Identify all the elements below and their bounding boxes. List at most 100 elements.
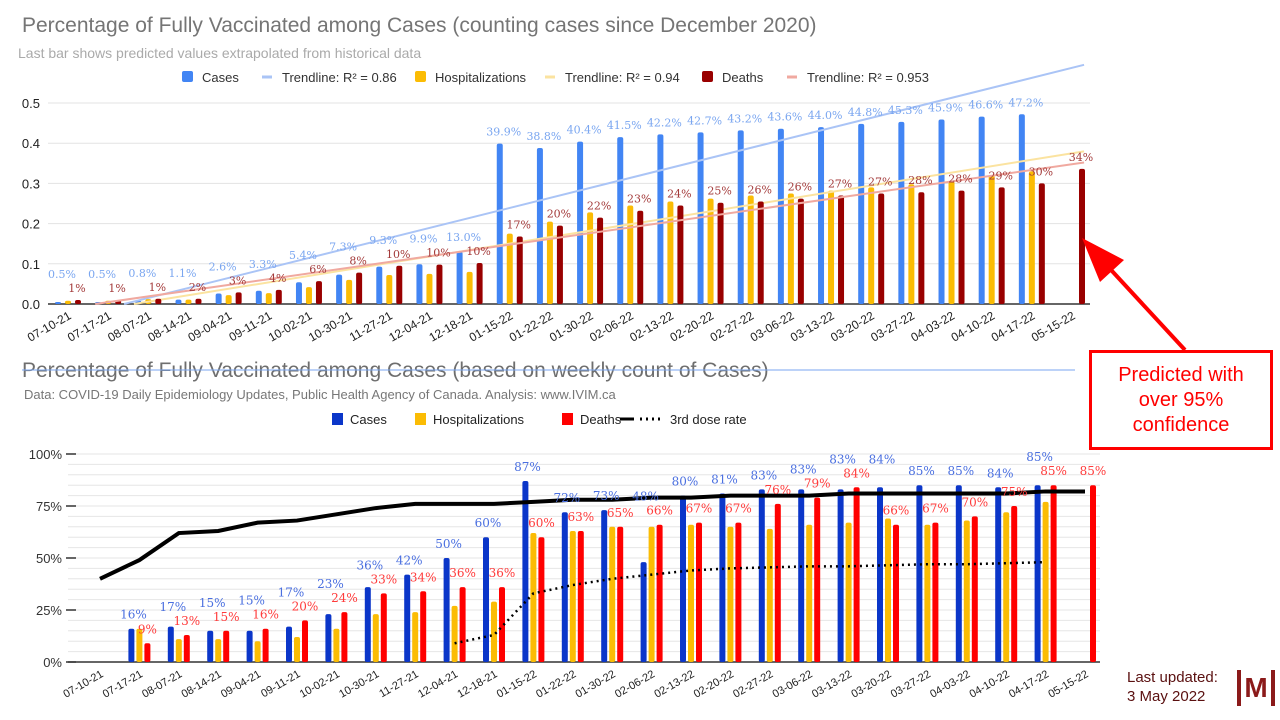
data-label: 16% — [252, 608, 279, 622]
data-label: 60% — [475, 516, 502, 530]
data-label: 1% — [149, 281, 166, 294]
bar-cases — [617, 137, 624, 304]
data-label: 79% — [804, 477, 831, 491]
data-label: 0.8% — [128, 267, 156, 280]
bar-deaths — [932, 522, 939, 662]
data-label: 9.9% — [409, 233, 437, 246]
legend-swatch — [332, 413, 343, 425]
x-tick-label: 04-03-22 — [928, 668, 972, 700]
bar-deaths — [577, 530, 584, 662]
x-tick-label: 09-11-21 — [259, 668, 302, 700]
data-label: 45.3% — [888, 104, 923, 117]
data-label: 24% — [331, 591, 358, 605]
bar-deaths — [878, 193, 885, 304]
y-tick-label: 0% — [43, 655, 62, 670]
data-label: 28% — [948, 173, 972, 186]
last-updated-date: 3 May 2022 — [1127, 688, 1206, 705]
data-label: 17% — [159, 600, 186, 614]
bar-deaths — [459, 587, 466, 662]
chart-title: Percentage of Fully Vaccinated among Cas… — [22, 14, 817, 37]
bar-deaths — [1038, 183, 1045, 304]
bar-deaths — [677, 205, 684, 304]
x-tick-label: 04-10-22 — [968, 668, 1012, 700]
bar-cases — [916, 485, 923, 662]
x-tick-label: 02-06-22 — [613, 668, 657, 700]
data-label: 17% — [507, 218, 531, 231]
bar-hospitalizations — [185, 299, 192, 304]
trendline-deaths — [95, 161, 1085, 305]
bar-hospitalizations — [1028, 171, 1035, 304]
data-label: 26% — [747, 183, 771, 196]
data-label: 2% — [189, 281, 206, 294]
bar-deaths — [971, 516, 978, 662]
data-label: 66% — [646, 504, 673, 518]
data-label: 26% — [788, 181, 812, 194]
bar-cases — [456, 251, 463, 304]
x-tick-label: 12-04-21 — [416, 668, 460, 700]
data-label: 15% — [199, 596, 226, 610]
bar-hospitalizations — [412, 612, 419, 662]
x-tick-label: 03-20-22 — [849, 668, 893, 700]
data-label: 4% — [269, 272, 286, 285]
bar-hospitalizations — [265, 293, 272, 304]
bar-deaths — [262, 628, 269, 662]
data-label: 10% — [426, 247, 450, 260]
last-updated-label: Last updated: — [1127, 669, 1218, 686]
data-label: 24% — [667, 188, 691, 201]
x-tick-label: 05-15-22 — [1029, 308, 1078, 344]
bar-deaths — [341, 612, 348, 662]
data-label: 10% — [466, 245, 490, 258]
bar-cases — [128, 628, 135, 662]
bar-hospitalizations — [175, 639, 182, 662]
bar-deaths — [656, 524, 663, 662]
bar-hospitalizations — [372, 614, 379, 662]
bar-hospitalizations — [225, 295, 232, 304]
x-tick-label: 04-10-22 — [949, 308, 998, 344]
data-label: 9.3% — [369, 234, 397, 247]
bar-deaths — [814, 497, 821, 662]
data-label: 67% — [725, 502, 752, 516]
bar-deaths — [1050, 485, 1057, 662]
legend-swatch — [702, 71, 713, 82]
data-label: 13.0% — [446, 231, 481, 244]
bar-deaths — [223, 630, 230, 662]
bar-hospitalizations — [988, 175, 995, 304]
bar-cases — [215, 293, 222, 304]
bar-cases — [640, 562, 647, 662]
bar-deaths — [144, 643, 151, 662]
x-tick-label: 03-06-22 — [771, 668, 815, 700]
legend-swatch — [562, 413, 573, 425]
y-tick-label: 0.3 — [22, 176, 40, 191]
x-tick-label: 08-07-21 — [105, 308, 154, 344]
data-label: 85% — [1080, 464, 1107, 478]
data-label: 1% — [68, 282, 85, 295]
bar-deaths — [1011, 506, 1018, 662]
bar-cases — [601, 510, 608, 662]
bar-cases — [443, 558, 450, 662]
legend-label: 3rd dose rate — [670, 412, 747, 427]
bar-deaths — [735, 522, 742, 662]
bar-hospitalizations — [787, 193, 794, 304]
x-tick-label: 12-04-21 — [386, 308, 435, 344]
ivim-logo: M — [1237, 670, 1275, 706]
data-label: 73% — [593, 489, 620, 503]
prediction-annotation: Predicted with over 95% confidence — [1089, 350, 1273, 450]
x-tick-label: 10-02-21 — [298, 668, 342, 700]
x-tick-label: 07-17-21 — [65, 308, 114, 344]
trendline-cases — [123, 63, 1085, 305]
bar-cases — [1018, 114, 1025, 304]
x-tick-label: 10-30-21 — [306, 308, 355, 344]
bar-deaths — [420, 591, 427, 662]
x-tick-label: 01-22-22 — [534, 668, 578, 700]
bar-cases — [207, 630, 214, 662]
bar-deaths — [893, 524, 899, 662]
x-tick-label: 02-13-22 — [652, 668, 696, 700]
data-label: 43.2% — [727, 112, 762, 125]
data-label: 42% — [396, 554, 423, 568]
data-label: 3.3% — [249, 258, 277, 271]
data-label: 85% — [1040, 464, 1067, 478]
data-label: 5.4% — [289, 249, 317, 262]
data-label: 45.9% — [928, 101, 963, 114]
data-label: 83% — [829, 452, 856, 466]
data-label: 16% — [120, 608, 147, 622]
